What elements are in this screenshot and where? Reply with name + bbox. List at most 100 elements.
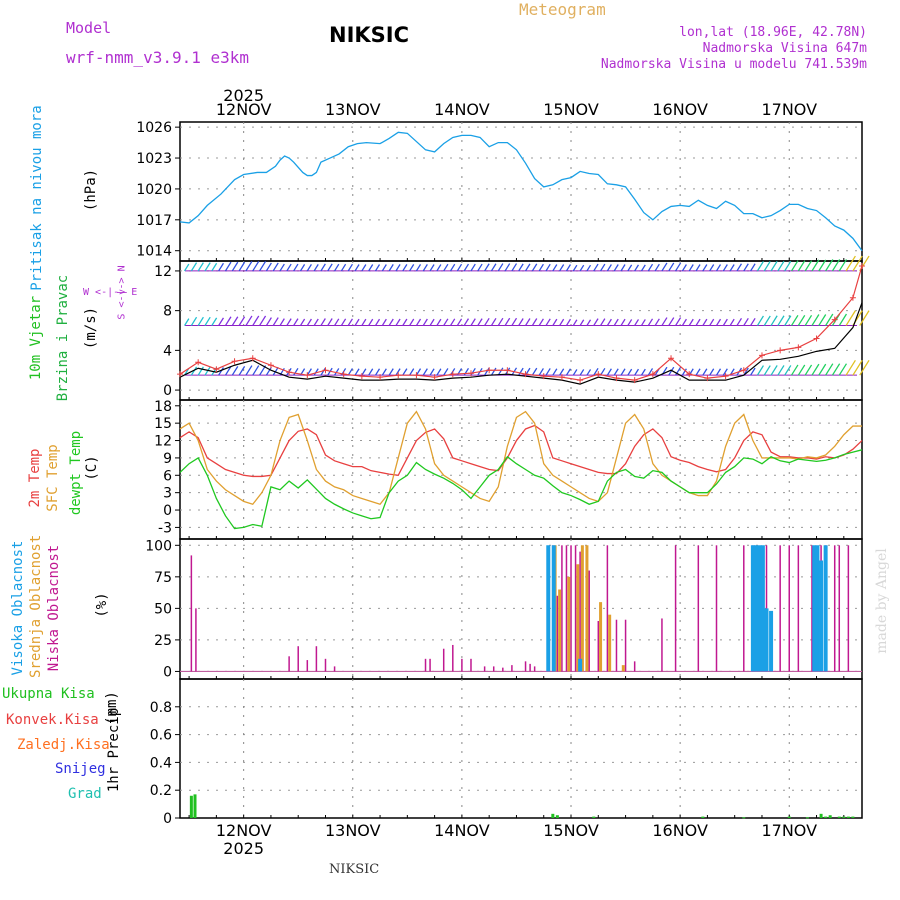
wind-barb <box>259 260 267 272</box>
wind-gust-marker <box>340 371 347 378</box>
wind-barb <box>811 259 820 272</box>
wind-barb <box>395 264 401 272</box>
wind-barb <box>675 317 682 326</box>
wind-barb <box>320 263 326 272</box>
wind-barb <box>381 368 387 376</box>
model-name: wrf-nmm_v3.9.1 e3km <box>66 48 250 67</box>
wind-barb <box>777 260 785 272</box>
panel-frame-temperature <box>179 399 863 540</box>
wind-barb <box>265 262 272 272</box>
wind-barb <box>729 318 735 326</box>
xlabel-top: 16NOV <box>652 100 708 119</box>
wind-gust-marker <box>286 369 293 376</box>
wind-barb <box>654 263 660 272</box>
wind-gust-marker <box>249 355 256 362</box>
wind-barb <box>770 260 778 272</box>
precip-bar <box>824 816 828 818</box>
wind-barb <box>695 318 701 326</box>
wind-barb <box>606 264 612 272</box>
xlabel-top: 15NOV <box>543 100 599 119</box>
wind-barb <box>293 367 299 376</box>
wind-barb <box>565 318 572 326</box>
wind-barb <box>606 368 612 376</box>
wind-barb <box>436 264 442 272</box>
wind-barb <box>620 318 626 326</box>
wind-barb <box>245 315 253 326</box>
wind-barb <box>415 368 422 376</box>
wind-barb <box>845 359 856 376</box>
wind-barb <box>825 259 834 272</box>
wind-barb <box>770 315 778 326</box>
wind-barb <box>463 318 470 326</box>
wind-barb <box>859 359 870 376</box>
precip-bar <box>742 817 746 819</box>
temp-unit: (C) <box>84 455 100 481</box>
wind-gust-marker <box>595 371 602 378</box>
coords-label: lon,lat (18.96E, 42.78N) <box>679 25 867 40</box>
legend-convective-rain: Konvek.Kisa <box>6 712 99 728</box>
wind-barb <box>340 263 347 272</box>
wind-barb <box>627 368 633 376</box>
wind-barb <box>334 318 340 326</box>
wind-barb <box>538 263 544 272</box>
wind-barb <box>784 315 792 326</box>
ytick-label-precip: 0.2 <box>150 783 172 799</box>
wind-barb <box>640 264 646 272</box>
wind-barb <box>552 368 558 376</box>
wind-barb <box>422 368 428 376</box>
wind-barb <box>545 263 551 272</box>
wind-barb <box>545 318 551 326</box>
wind-barb <box>600 263 606 272</box>
ytick-label-wind: 0 <box>163 383 172 399</box>
wind-barb <box>218 262 224 272</box>
wind-barb <box>265 317 272 326</box>
wind-barb <box>620 264 626 272</box>
wind-barb <box>681 318 687 326</box>
cloud-ylabel2: Srednja Oblacnost <box>28 534 44 678</box>
wind-barb <box>668 317 675 326</box>
wind-barb <box>552 318 558 326</box>
cloud-unit: (%) <box>94 592 110 618</box>
legend-snow: Snijeg <box>55 761 106 777</box>
legend-hail: Grad <box>68 786 102 802</box>
wind-barb <box>231 261 239 272</box>
wind-gust-marker <box>686 371 693 378</box>
wind-barb <box>252 260 260 272</box>
wind-barb <box>497 263 504 272</box>
wind-gust-marker <box>704 375 711 382</box>
wind-barb <box>293 263 299 272</box>
wind-barb <box>688 264 694 272</box>
wind-barb <box>804 260 813 272</box>
wind-gust-marker <box>540 373 547 380</box>
ytick-label-pressure: 1026 <box>136 120 172 136</box>
wind-barb <box>647 263 654 272</box>
station-title: NIKSIC <box>329 23 410 47</box>
ytick-label-wind: 8 <box>163 304 172 320</box>
ytick-label-temperature: 0 <box>163 503 172 519</box>
wind-barb <box>593 318 599 326</box>
wind-barb <box>245 365 253 376</box>
ytick-label-wind: 4 <box>163 343 172 359</box>
wind-barb <box>593 263 599 272</box>
wind-gust-marker <box>449 371 456 378</box>
precip-bar <box>842 816 846 818</box>
wind-barb <box>190 316 198 326</box>
wind-barb <box>797 314 806 326</box>
wind-barb <box>627 264 633 272</box>
ytick-label-pressure: 1020 <box>136 182 172 198</box>
wind-barb <box>634 264 640 272</box>
wind-barb <box>347 263 353 272</box>
wind-barb <box>490 367 497 376</box>
wind-barb <box>409 264 415 272</box>
cloud-ylabel: Visoka Oblacnost <box>10 540 26 676</box>
wind-barb <box>845 255 856 272</box>
wind-barb <box>477 263 483 272</box>
wind-barb <box>436 318 442 326</box>
wind-gust-marker <box>859 262 865 269</box>
ytick-label-precip: 0.8 <box>150 700 172 716</box>
elevation-label: Nadmorska Visina 647m <box>702 41 867 56</box>
wind-barb <box>661 262 668 272</box>
wind-barb <box>790 314 799 326</box>
wind-barb <box>524 263 531 272</box>
wind-gust-marker <box>195 359 202 366</box>
